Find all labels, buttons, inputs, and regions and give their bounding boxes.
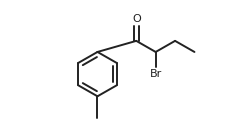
Text: O: O [132, 14, 141, 24]
Text: Br: Br [150, 69, 162, 79]
